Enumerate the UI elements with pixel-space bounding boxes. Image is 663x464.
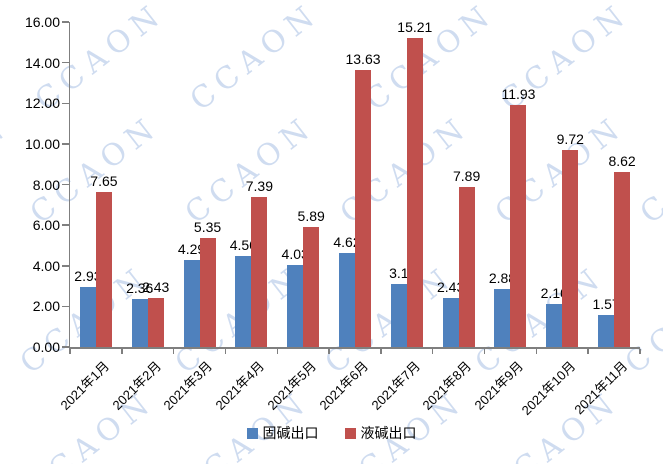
x-axis-label: 2021年7月 (368, 358, 423, 413)
data-label-liquid-caustic: 15.21 (397, 19, 433, 36)
legend-swatch-solid-caustic (246, 427, 258, 439)
data-label-liquid-caustic: 8.62 (608, 152, 636, 169)
y-axis-tick-label: 14.00 (24, 54, 60, 71)
y-axis-tick-label: 2.00 (32, 298, 60, 315)
y-axis-line (68, 22, 70, 349)
bar-liquid-caustic (95, 191, 112, 347)
x-axis-tick (380, 348, 382, 354)
y-axis-tick (61, 346, 69, 348)
legend-label-solid-caustic: 固碱出口 (262, 425, 319, 441)
bar-liquid-caustic (147, 297, 164, 347)
data-label-solid-caustic: 2.36 (126, 280, 154, 297)
watermark-text: CCAON (0, 258, 12, 382)
bar-solid-caustic (131, 299, 148, 347)
data-label-liquid-caustic: 2.43 (142, 278, 170, 295)
bar-liquid-caustic (458, 186, 475, 347)
data-label-liquid-caustic: 7.89 (453, 167, 481, 184)
bar-solid-caustic (287, 265, 304, 347)
y-axis-tick (61, 102, 69, 104)
x-axis-tick (328, 348, 330, 354)
data-label-solid-caustic: 3.1 (389, 265, 409, 282)
bar-liquid-caustic (614, 171, 631, 347)
data-label-liquid-caustic: 5.35 (193, 219, 222, 236)
watermark-text: CCAON (633, 108, 663, 232)
x-axis-label: 2021年4月 (212, 358, 268, 413)
bar-liquid-caustic (199, 238, 216, 347)
x-axis-tick (172, 348, 175, 354)
bar-liquid-caustic (251, 196, 268, 347)
x-axis-label: 2021年11月 (571, 358, 630, 418)
x-axis-label: 2021年8月 (419, 358, 475, 413)
bar-liquid-caustic (510, 104, 527, 347)
bar-solid-caustic (183, 259, 200, 347)
x-axis-label: 2021年5月 (264, 358, 320, 413)
y-axis-tick (61, 183, 69, 186)
data-label-solid-caustic: 4.62 (333, 234, 361, 251)
data-label-solid-caustic: 4.03 (281, 246, 309, 263)
x-axis-tick (121, 348, 123, 354)
data-label-liquid-caustic: 13.63 (345, 51, 381, 68)
y-axis-tick-label: 0.00 (32, 339, 60, 355)
y-axis-tick-label: 12.00 (24, 95, 60, 112)
bar-solid-caustic (546, 304, 563, 347)
watermark-text: CCAON (0, 108, 17, 232)
legend: 固碱出口 液碱出口 (0, 423, 663, 443)
x-axis-label: 2021年1月 (57, 358, 112, 413)
bar-liquid-caustic (303, 227, 320, 347)
bar-solid-caustic (442, 297, 459, 347)
data-label-solid-caustic: 4.50 (229, 236, 257, 253)
y-axis-tick-label: 8.00 (32, 176, 60, 193)
bar-liquid-caustic (355, 70, 371, 347)
data-label-liquid-caustic: 9.72 (556, 130, 584, 147)
y-axis-tick-label: 6.00 (32, 217, 60, 234)
data-label-solid-caustic: 1.57 (592, 296, 620, 313)
bar-liquid-caustic (562, 149, 579, 347)
y-axis-tick (61, 21, 69, 23)
watermark-text: CCAON (183, 0, 327, 119)
x-axis-line (68, 347, 640, 349)
data-label-liquid-caustic: 7.39 (245, 177, 273, 194)
x-axis-tick (535, 348, 538, 354)
y-axis-tick-label: 16.00 (24, 14, 60, 30)
bar-solid-caustic (235, 255, 252, 347)
bar-solid-caustic (494, 288, 511, 347)
data-label-solid-caustic: 4.29 (177, 240, 206, 257)
y-axis-tick (61, 143, 69, 145)
data-label-liquid-caustic: 7.65 (90, 172, 118, 189)
y-axis-tick (61, 61, 69, 64)
bar-solid-caustic (339, 253, 355, 347)
x-axis-tick (224, 348, 227, 354)
x-axis-label: 2021年2月 (109, 358, 164, 413)
x-axis-label: 2021年9月 (471, 358, 527, 413)
data-label-solid-caustic: 2.10 (540, 285, 568, 302)
x-axis-tick (639, 348, 641, 354)
data-label-solid-caustic: 2.93 (74, 268, 102, 285)
y-axis-tick (61, 265, 69, 267)
x-axis-label: 2021年3月 (160, 358, 216, 413)
data-label-liquid-caustic: 5.89 (297, 208, 325, 225)
legend-label-liquid-caustic: 液碱出口 (360, 425, 417, 441)
bar-liquid-caustic (406, 38, 423, 347)
data-label-solid-caustic: 2.43 (437, 278, 465, 295)
y-axis-tick (61, 224, 69, 226)
data-label-liquid-caustic: 11.93 (501, 85, 536, 102)
legend-item-liquid-caustic: 液碱出口 (344, 423, 417, 443)
y-axis-tick-label: 4.00 (32, 257, 60, 274)
y-axis-tick (61, 305, 69, 308)
y-axis-tick-label: 10.00 (24, 135, 60, 152)
x-axis-tick (69, 348, 71, 354)
bar-solid-caustic (598, 315, 615, 347)
x-axis-tick (483, 348, 486, 354)
bar-solid-caustic (79, 287, 96, 347)
legend-swatch-liquid-caustic (344, 427, 356, 439)
bar-solid-caustic (390, 284, 407, 347)
x-axis-label: 2021年10月 (518, 358, 579, 418)
data-label-solid-caustic: 2.88 (488, 269, 517, 286)
x-axis-label: 2021年6月 (316, 358, 371, 413)
x-axis-tick (431, 348, 434, 354)
x-axis-tick (276, 348, 279, 354)
x-axis-tick (587, 348, 589, 354)
legend-item-solid-caustic: 固碱出口 (246, 423, 319, 443)
